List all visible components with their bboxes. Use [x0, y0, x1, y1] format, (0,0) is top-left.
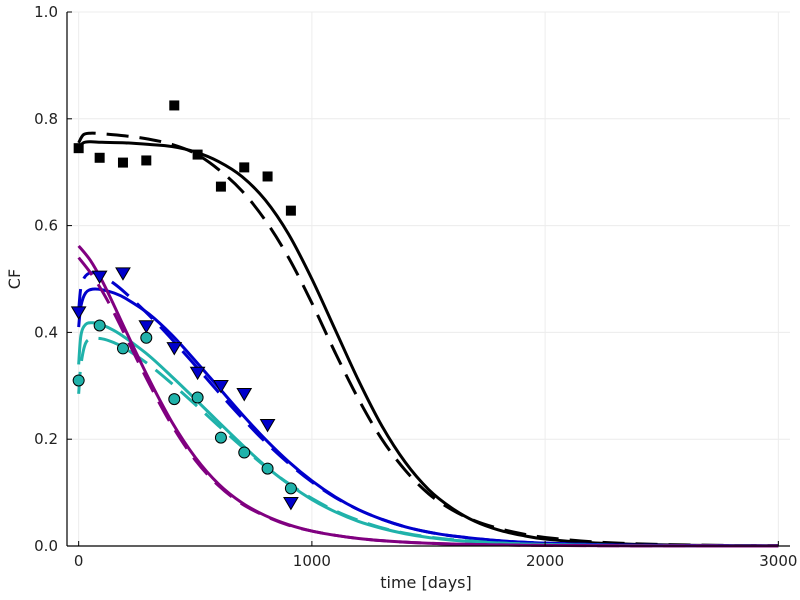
black-observed-marker: [285, 205, 296, 216]
black-observed-marker: [117, 157, 128, 168]
y-axis-title: CF: [5, 269, 24, 289]
blue-model-dashed-line: [77, 271, 779, 548]
y-tick-label: 0.4: [34, 323, 58, 341]
blue-observed-marker: [70, 306, 87, 320]
teal-observed-marker: [140, 331, 153, 344]
y-tick-label: 0.6: [34, 217, 58, 235]
black-observed-marker: [215, 181, 226, 192]
teal-observed-marker: [93, 319, 106, 332]
black-observed-marker: [262, 171, 273, 182]
black-observed-marker: [94, 152, 105, 163]
y-tick-label: 0.2: [34, 430, 58, 448]
blue-observed-marker: [138, 320, 155, 334]
teal-observed-marker: [238, 446, 251, 459]
x-axis-title: time [days]: [380, 573, 471, 592]
x-tick-label: 2000: [526, 552, 564, 570]
tick-labels: 0 1000 2000 3000 0.0 0.2 0.4 0.6 0.8 1.0: [34, 3, 797, 570]
teal-observed-marker: [261, 462, 274, 475]
axes: [66, 11, 790, 547]
y-tick-label: 0.8: [34, 110, 58, 128]
blue-observed-marker: [213, 380, 229, 394]
blue-observed-marker: [283, 497, 299, 511]
y-tick-label: 1.0: [34, 3, 58, 21]
black-observed-marker: [192, 149, 203, 160]
blue-observed-marker: [115, 267, 131, 281]
black-model-dashed-line: [77, 131, 779, 548]
blue-model-solid-line: [77, 287, 779, 548]
black-observed-marker: [141, 155, 152, 166]
teal-observed-marker: [168, 393, 181, 406]
teal-observed-marker: [116, 342, 129, 355]
x-tick-label: 3000: [759, 552, 797, 570]
y-tick-label: 0.0: [34, 537, 58, 555]
black-model-solid-line: [77, 140, 779, 548]
blue-observed-marker: [189, 366, 206, 381]
black-observed-marker: [239, 162, 250, 173]
blue-observed-marker: [236, 388, 253, 402]
teal-observed-marker: [72, 374, 85, 387]
teal-model-solid-line: [77, 321, 779, 548]
teal-observed-marker: [214, 431, 227, 444]
black-observed-marker: [73, 143, 84, 154]
blue-observed-marker: [259, 419, 276, 433]
teal-observed-marker: [284, 482, 297, 495]
purple-model-dashed-line: [77, 256, 779, 548]
teal-observed-marker: [191, 391, 204, 404]
grid: [67, 11, 790, 547]
x-tick-label: 1000: [293, 552, 331, 570]
blue-observed-marker: [166, 342, 183, 356]
blue-observed-marker: [91, 270, 108, 284]
black-observed-marker: [169, 100, 180, 111]
series-group: [70, 100, 779, 548]
x-tick-label: 0: [74, 552, 84, 570]
